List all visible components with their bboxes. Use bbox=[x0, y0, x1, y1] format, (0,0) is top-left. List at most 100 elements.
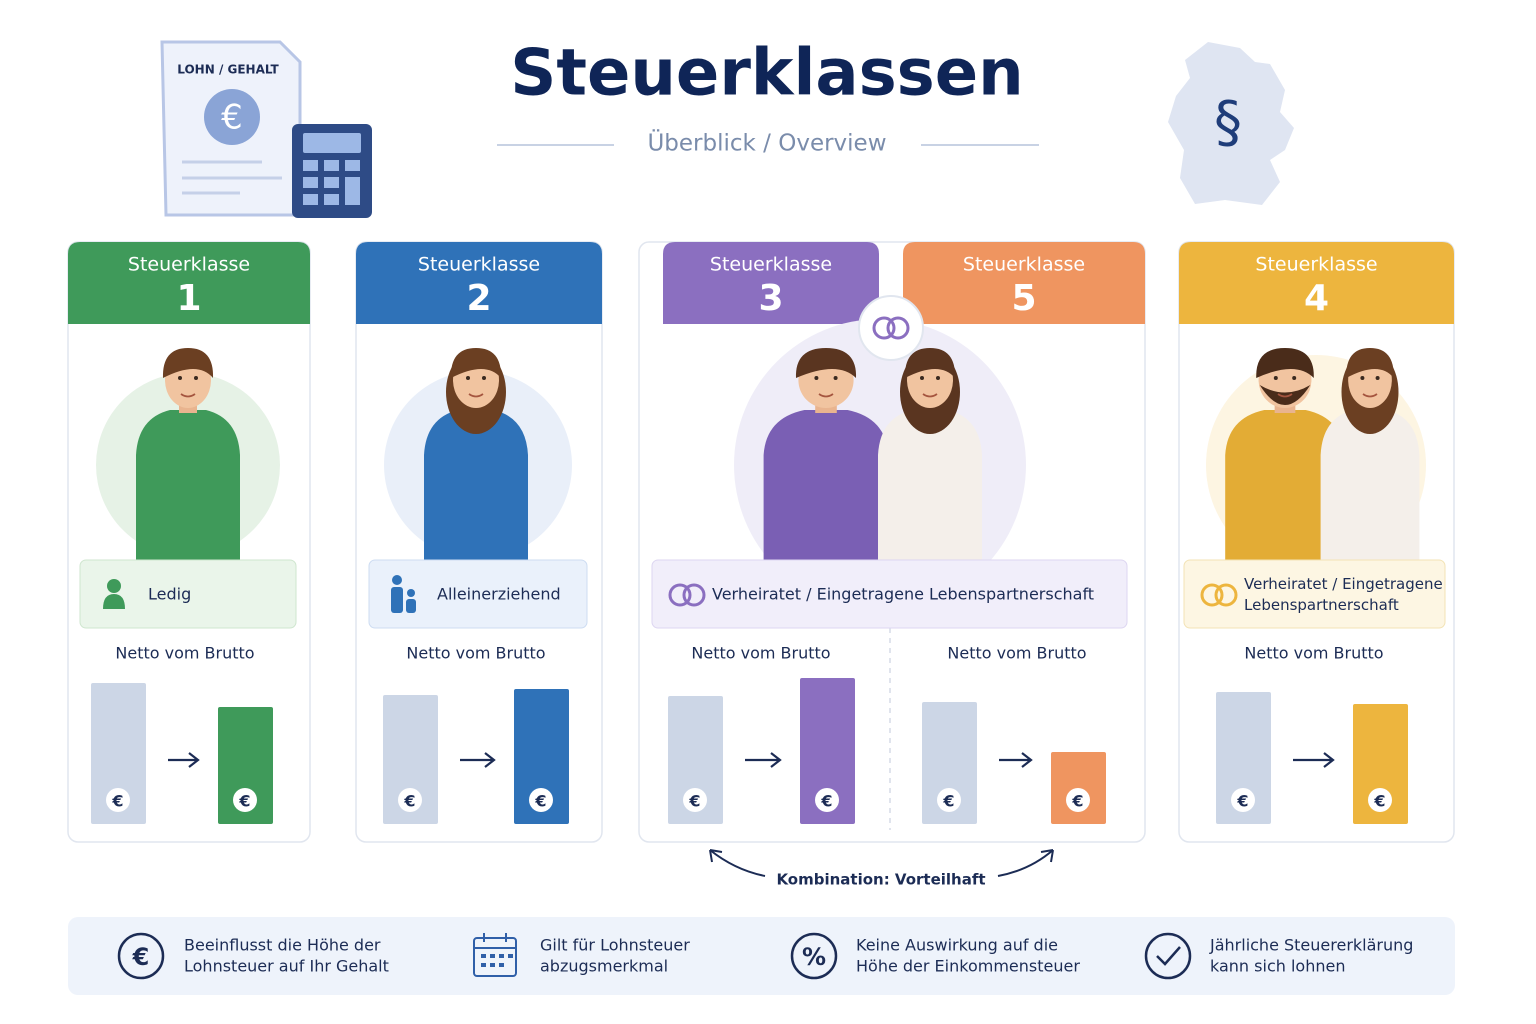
subtitle: Überblick / Overview bbox=[647, 129, 886, 157]
combination-arrow bbox=[997, 849, 1054, 877]
euro-badge bbox=[937, 788, 961, 812]
footer-icon: € bbox=[117, 932, 165, 980]
illustration bbox=[1206, 348, 1426, 575]
footer-texts: Beeinflusst die Höhe der Lohnsteuer auf I… bbox=[184, 936, 1413, 976]
paragraph-symbol: § bbox=[1214, 90, 1242, 155]
mouth bbox=[922, 393, 938, 398]
hair bbox=[1256, 348, 1314, 378]
card-label: Steuerklasse bbox=[710, 254, 832, 276]
gross-bar bbox=[91, 683, 146, 824]
gross-bar bbox=[1216, 692, 1271, 824]
flow-arrow bbox=[460, 752, 496, 768]
footer-text: kann sich lohnen bbox=[1210, 957, 1345, 976]
footer-bar bbox=[68, 917, 1455, 995]
euro-badge bbox=[106, 788, 130, 812]
card-label: Steuerklasse bbox=[1255, 254, 1377, 276]
net-bar bbox=[218, 707, 273, 824]
footer-text: Keine Auswirkung auf die bbox=[856, 936, 1058, 955]
euro-symbol: € bbox=[942, 792, 954, 811]
torso bbox=[424, 410, 528, 560]
card-header bbox=[356, 242, 602, 324]
footer-text: Lohnsteuer auf Ihr Gehalt bbox=[184, 957, 389, 976]
euro-symbol: € bbox=[534, 792, 546, 811]
eye bbox=[482, 376, 486, 380]
flow-arrow bbox=[999, 752, 1033, 768]
torso bbox=[1320, 410, 1420, 560]
euro-badge bbox=[398, 788, 422, 812]
status-icon bbox=[1214, 583, 1238, 607]
net-bar bbox=[800, 678, 855, 824]
illustration bbox=[734, 319, 1026, 611]
footer-icon-text: € bbox=[132, 943, 150, 971]
euro-symbol: € bbox=[688, 792, 700, 811]
eye bbox=[194, 376, 198, 380]
flow-arrow bbox=[168, 752, 200, 768]
card-number: 2 bbox=[466, 278, 491, 319]
status-icon bbox=[668, 583, 692, 607]
flow-arrow bbox=[1293, 752, 1335, 768]
footer-text: Jährliche Steuererklärung bbox=[1209, 936, 1413, 955]
caption: Netto vom Brutto bbox=[1244, 644, 1383, 663]
eye bbox=[920, 376, 924, 380]
status-text: Verheiratet / Eingetragene bbox=[1244, 575, 1443, 593]
caption: Netto vom Brutto bbox=[947, 644, 1086, 663]
check-icon bbox=[1144, 932, 1192, 980]
rings-badge bbox=[858, 295, 924, 361]
gross-bar bbox=[383, 695, 438, 824]
eye bbox=[1292, 376, 1297, 380]
status-box bbox=[1183, 559, 1446, 629]
card-number: 4 bbox=[1304, 278, 1329, 319]
mouth bbox=[1362, 393, 1378, 398]
net-bar bbox=[1051, 752, 1106, 824]
mouth bbox=[1277, 393, 1293, 398]
arrow-head bbox=[709, 849, 723, 863]
germany-map: § bbox=[1168, 42, 1294, 205]
hair bbox=[162, 348, 214, 378]
card-header bbox=[68, 242, 310, 324]
euro-badge bbox=[1368, 788, 1392, 812]
calendar-icon bbox=[473, 933, 517, 977]
euro-symbol: € bbox=[820, 792, 832, 811]
net-bar bbox=[1353, 704, 1408, 824]
ring bbox=[886, 316, 910, 340]
illustration bbox=[384, 348, 572, 560]
euro-badge bbox=[233, 788, 257, 812]
status-box bbox=[368, 559, 588, 629]
card-label: Steuerklasse bbox=[963, 254, 1085, 276]
card-label: Steuerklasse bbox=[418, 254, 540, 276]
status-box bbox=[79, 559, 297, 629]
euro-symbol: € bbox=[238, 792, 250, 811]
flow-arrow bbox=[745, 752, 782, 768]
euro-badge bbox=[683, 788, 707, 812]
status-text: Lebenspartnerschaft bbox=[1244, 596, 1399, 614]
euro-symbol: € bbox=[1071, 792, 1083, 811]
status-icon bbox=[392, 575, 402, 585]
torso bbox=[136, 410, 240, 560]
beard bbox=[1259, 385, 1311, 405]
eye bbox=[814, 376, 819, 380]
status-icon bbox=[682, 583, 706, 607]
euro-symbol: € bbox=[111, 792, 123, 811]
eye bbox=[466, 376, 470, 380]
footer-text: Beeinflusst die Höhe der bbox=[184, 936, 381, 955]
euro-badge bbox=[1231, 788, 1255, 812]
torso bbox=[1225, 410, 1345, 560]
hair bbox=[450, 348, 502, 378]
status-text: Verheiratet / Eingetragene Lebenspartner… bbox=[712, 585, 1094, 604]
ring bbox=[872, 316, 896, 340]
card-number: 1 bbox=[176, 278, 201, 319]
card-number: 3 bbox=[758, 278, 783, 319]
card-header bbox=[903, 242, 1145, 324]
status-text: Ledig bbox=[148, 585, 191, 604]
caption: Netto vom Brutto bbox=[115, 644, 254, 663]
hair bbox=[1346, 348, 1394, 378]
calculator-keys bbox=[303, 160, 360, 205]
status-icon bbox=[107, 579, 121, 593]
status-text: Alleinerziehend bbox=[437, 585, 561, 604]
